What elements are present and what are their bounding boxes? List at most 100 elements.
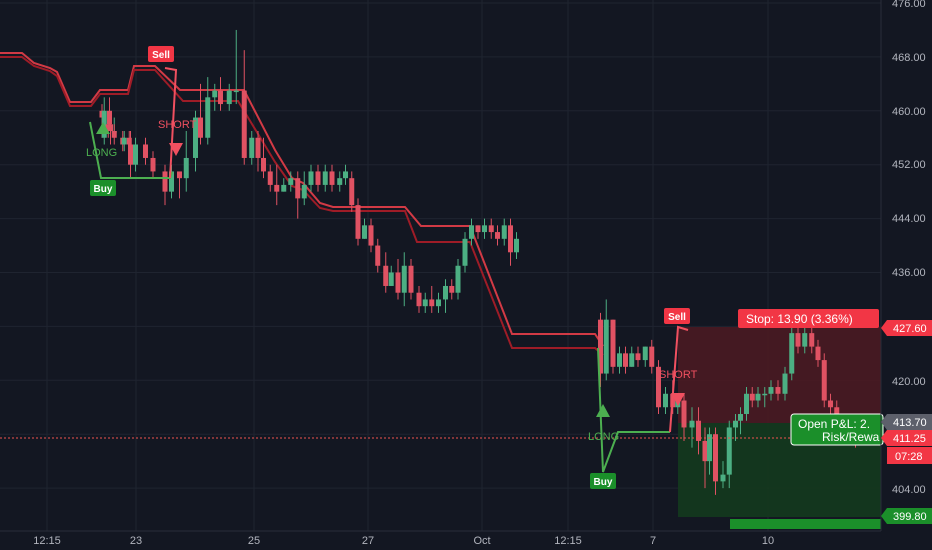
price-axis[interactable]: 476.00 468.00 460.00 452.00 444.00 436.0… [880, 0, 932, 531]
price-tick: 476.00 [892, 0, 926, 10]
candle-body [635, 353, 641, 361]
time-tick: 25 [248, 535, 260, 547]
candle-body [315, 171, 321, 185]
pnl-label-box[interactable]: Open P&L: 2. Risk/Rewa [790, 413, 884, 446]
candle-body [749, 393, 755, 401]
price-tick: 460.00 [892, 106, 926, 118]
candle-body [241, 90, 247, 158]
candle-body [443, 285, 448, 300]
candle-body [629, 353, 635, 367]
candle-body [795, 333, 801, 347]
long-arrow-2 [596, 404, 610, 417]
time-axis[interactable]: 12:15 23 25 27 Oct 12:15 7 10 [0, 530, 881, 547]
candle-body [355, 205, 361, 239]
candle-body [337, 178, 343, 185]
candle-body [681, 400, 687, 428]
candle-body [143, 144, 148, 158]
candle-body [821, 360, 827, 401]
svg-text:427.60: 427.60 [893, 323, 927, 335]
price-tick: 444.00 [892, 213, 926, 225]
candle-body [755, 393, 761, 401]
candle-body [828, 400, 833, 408]
candle-body [733, 420, 738, 428]
short-arrow-2 [671, 393, 685, 406]
candle-body [610, 319, 616, 367]
candle-body [642, 346, 648, 361]
candle-body [107, 110, 112, 125]
candle-body [488, 225, 494, 233]
candle-body [183, 157, 189, 179]
candle-body [408, 265, 414, 293]
candle-body [455, 265, 461, 293]
candle-body [329, 171, 335, 185]
candle-body [726, 427, 732, 475]
candle-body [249, 137, 255, 158]
trailing-stop-lines [0, 52, 604, 356]
candle-body [255, 137, 261, 158]
candle-body [416, 292, 422, 307]
candle-body [295, 178, 301, 199]
candle-body [617, 353, 622, 367]
candle-body [226, 90, 232, 105]
svg-text:399.80: 399.80 [893, 511, 927, 523]
candle-body [193, 117, 198, 158]
candle-body [375, 245, 381, 266]
candle-body [696, 420, 701, 441]
svg-text:Sell: Sell [668, 312, 686, 323]
candle-body [368, 225, 374, 246]
candle-body [267, 171, 273, 185]
candle-body [449, 285, 455, 293]
candle-body [603, 319, 609, 374]
candle-body [343, 171, 348, 179]
stop-label-box[interactable]: Stop: 13.90 (3.36%) [738, 309, 879, 328]
candle-body [349, 178, 355, 206]
candle-body [388, 272, 394, 286]
time-tick: 7 [650, 535, 656, 547]
svg-text:Buy: Buy [594, 477, 613, 488]
countdown-label: 07:28 [887, 447, 932, 464]
long-label-1: LONG [86, 147, 117, 159]
time-tick: 12:15 [33, 535, 61, 547]
candle-body [169, 171, 174, 192]
svg-text:Stop: 13.90 (3.36%): Stop: 13.90 (3.36%) [746, 312, 853, 326]
candle-body [436, 299, 441, 307]
candle-body [649, 346, 655, 367]
price-tick: 436.00 [892, 267, 926, 279]
candle-body [623, 353, 628, 367]
candle-body [301, 184, 307, 199]
candle-body [111, 131, 117, 138]
buy-badge-1: Buy [90, 180, 116, 196]
candle-body [198, 117, 203, 138]
candle-body [218, 90, 223, 105]
price-tick: 452.00 [892, 159, 926, 171]
candle-body [598, 319, 603, 374]
target-label-box[interactable] [730, 519, 881, 529]
last-price-label: 411.25 [881, 430, 932, 446]
stop-zone [678, 327, 881, 423]
candle-body [322, 171, 328, 185]
candle-body [261, 157, 266, 172]
candle-body [126, 137, 132, 145]
trail-stop-line [0, 56, 604, 356]
candle-body [782, 373, 788, 394]
candle-body [308, 171, 314, 185]
candle-body [121, 137, 127, 145]
candle-body [133, 144, 138, 165]
candle-body [429, 299, 435, 307]
candle-body [401, 265, 407, 293]
candle-body [789, 333, 795, 374]
candle-body [212, 90, 218, 98]
candle-body [288, 178, 294, 185]
candle-body [744, 393, 749, 414]
candle-body [362, 225, 367, 239]
short-arrow-1 [169, 143, 183, 156]
candle-body [508, 225, 513, 253]
candle-body [177, 171, 182, 179]
svg-text:Open P&L: 2.: Open P&L: 2. [798, 417, 870, 431]
candle-body [809, 333, 815, 347]
short-signal-line-2 [669, 325, 689, 433]
trail-stop-line [0, 52, 604, 347]
sell-badge-1: Sell [148, 46, 174, 62]
time-tick: 12:15 [554, 535, 582, 547]
